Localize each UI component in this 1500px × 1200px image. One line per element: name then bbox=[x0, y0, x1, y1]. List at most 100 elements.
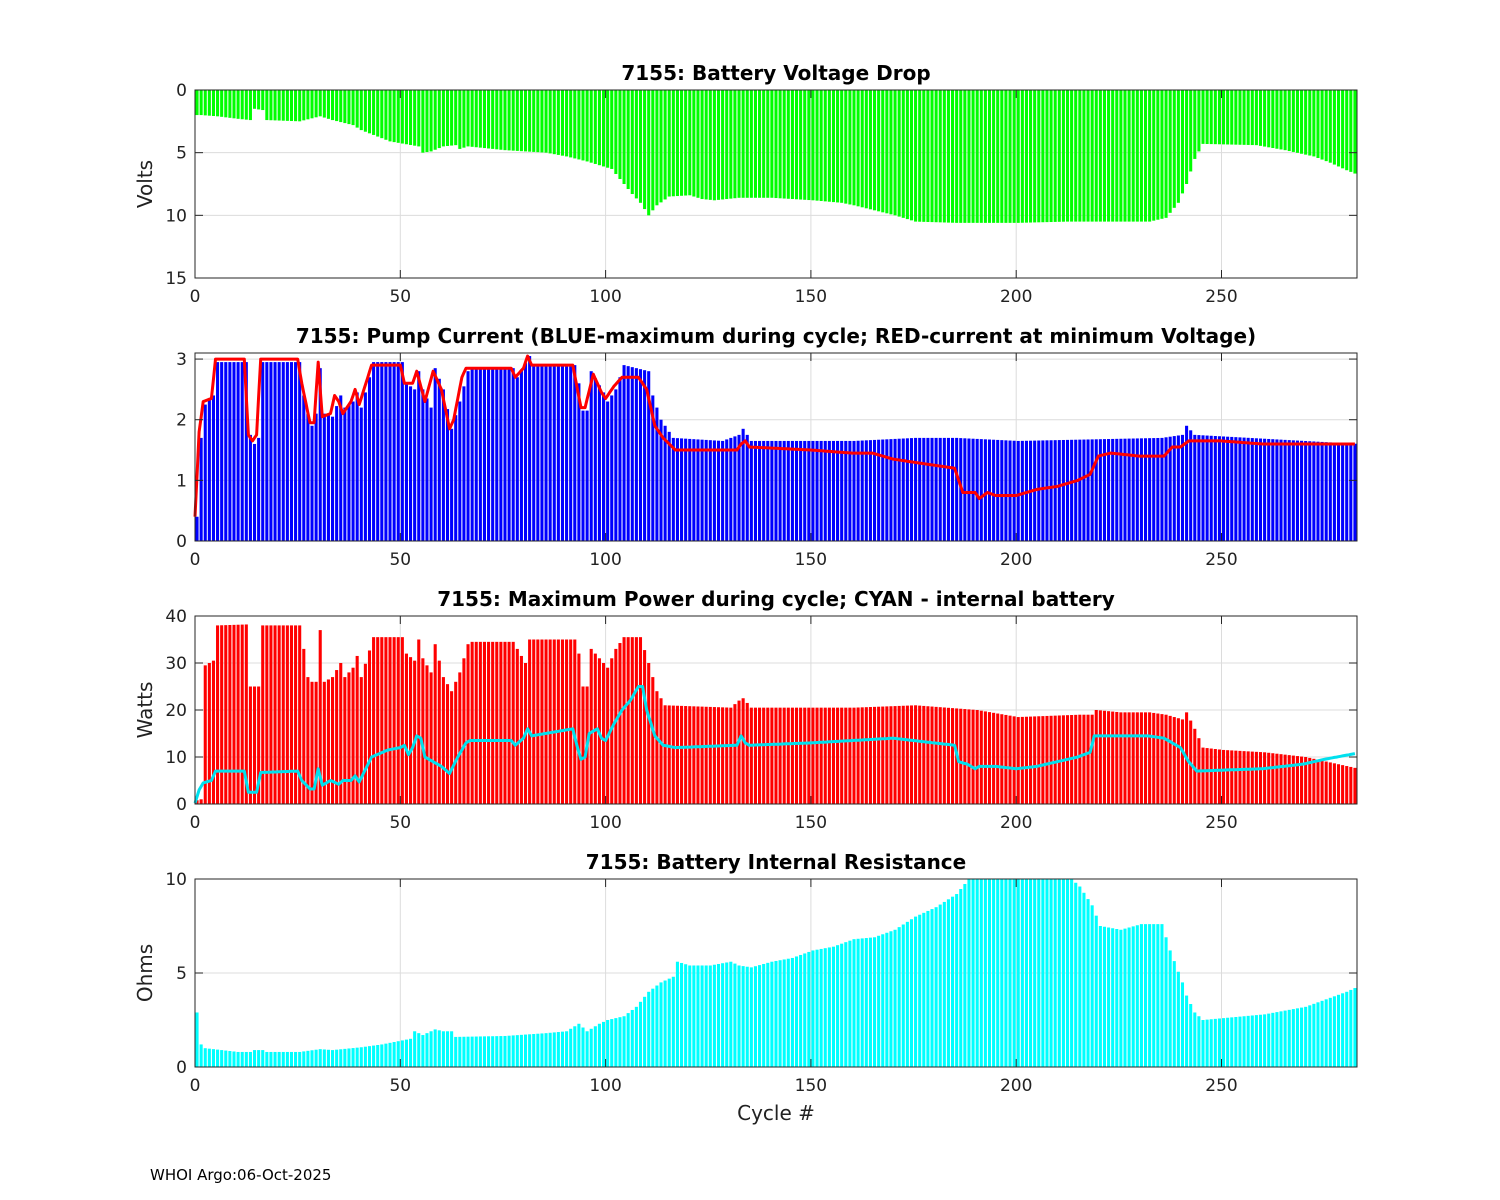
panel-3-title: 7155: Maximum Power during cycle; CYAN -… bbox=[437, 587, 1115, 611]
bar-cycle-258 bbox=[1254, 90, 1258, 146]
bar-cycle-39 bbox=[355, 90, 359, 128]
bar-cycle-99 bbox=[601, 90, 606, 167]
bar-cycle-46 bbox=[384, 1043, 388, 1067]
bar-cycle-126 bbox=[712, 90, 716, 201]
bar-cycle-246 bbox=[1205, 1019, 1209, 1067]
bar-cycle-59 bbox=[437, 1030, 441, 1067]
bar-cycle-247 bbox=[1209, 435, 1213, 541]
bar-cycle-212 bbox=[1065, 439, 1070, 541]
bar-cycle-190 bbox=[975, 438, 979, 541]
bar-cycle-236 bbox=[1164, 937, 1168, 1067]
bar-cycle-206 bbox=[1041, 440, 1045, 541]
bar-cycle-162 bbox=[860, 440, 864, 541]
bar-cycle-1 bbox=[199, 799, 203, 804]
bar-cycle-181 bbox=[938, 90, 942, 223]
bar-cycle-270 bbox=[1304, 90, 1308, 155]
bar-cycle-156 bbox=[836, 707, 840, 804]
bar-cycle-15 bbox=[257, 686, 261, 804]
bar-cycle-236 bbox=[1164, 90, 1168, 218]
bar-cycle-20 bbox=[277, 625, 281, 804]
bar-cycle-8 bbox=[228, 90, 232, 118]
bar-cycle-245 bbox=[1201, 435, 1205, 541]
bar-cycle-229 bbox=[1135, 925, 1139, 1067]
bar-cycle-167 bbox=[881, 706, 885, 804]
bar-cycle-264 bbox=[1279, 439, 1283, 541]
bar-cycle-251 bbox=[1226, 1017, 1230, 1067]
bar-cycle-110 bbox=[647, 371, 651, 541]
bar-cycle-197 bbox=[1004, 440, 1008, 541]
bar-cycle-248 bbox=[1213, 749, 1217, 804]
bar-cycle-122 bbox=[696, 90, 700, 198]
bar-cycle-190 bbox=[975, 879, 979, 1067]
bar-cycle-16 bbox=[261, 90, 265, 111]
x-tick-label: 50 bbox=[389, 550, 411, 570]
bar-cycle-116 bbox=[671, 976, 675, 1067]
bar-cycle-104 bbox=[622, 637, 626, 804]
bar-cycle-175 bbox=[914, 916, 918, 1067]
bar-cycle-264 bbox=[1279, 754, 1283, 804]
bar-cycle-74 bbox=[499, 368, 503, 541]
bar-cycle-246 bbox=[1205, 435, 1209, 541]
bar-cycle-108 bbox=[638, 90, 643, 203]
bar-cycle-173 bbox=[905, 438, 909, 541]
bar-cycle-158 bbox=[844, 440, 848, 541]
bar-cycle-275 bbox=[1324, 442, 1328, 541]
bar-cycle-137 bbox=[758, 965, 762, 1067]
bar-cycle-80 bbox=[523, 90, 528, 152]
bar-cycle-108 bbox=[638, 637, 643, 804]
bar-cycle-184 bbox=[951, 437, 955, 541]
bar-cycle-85 bbox=[544, 365, 548, 541]
bar-cycle-70 bbox=[482, 1036, 486, 1067]
bar-cycle-208 bbox=[1049, 715, 1053, 804]
bar-cycle-29 bbox=[314, 413, 318, 541]
bar-cycle-256 bbox=[1246, 751, 1250, 804]
bar-cycle-276 bbox=[1328, 997, 1332, 1067]
bar-cycle-63 bbox=[454, 90, 458, 146]
bar-cycle-63 bbox=[454, 1036, 458, 1067]
bar-cycle-182 bbox=[942, 707, 946, 804]
bar-cycle-73 bbox=[495, 90, 499, 150]
bar-cycle-265 bbox=[1283, 90, 1287, 151]
bar-cycle-37 bbox=[347, 404, 351, 541]
bar-cycle-163 bbox=[864, 90, 868, 209]
bar-cycle-237 bbox=[1168, 950, 1172, 1067]
bar-cycle-163 bbox=[864, 938, 868, 1067]
bar-cycle-21 bbox=[281, 625, 285, 804]
bar-cycle-98 bbox=[597, 1023, 601, 1067]
bar-cycle-232 bbox=[1148, 438, 1152, 541]
bar-cycle-172 bbox=[901, 90, 905, 218]
bar-cycle-84 bbox=[540, 1033, 544, 1067]
bar-cycle-158 bbox=[844, 707, 848, 804]
bar-cycle-239 bbox=[1176, 435, 1180, 541]
bar-cycle-94 bbox=[581, 90, 585, 161]
bar-cycle-135 bbox=[749, 440, 753, 541]
bar-cycle-79 bbox=[519, 655, 523, 804]
bar-cycle-136 bbox=[753, 966, 757, 1067]
bar-cycle-142 bbox=[778, 90, 782, 199]
bar-cycle-213 bbox=[1070, 439, 1074, 541]
bar-cycle-101 bbox=[610, 1019, 614, 1067]
bar-cycle-95 bbox=[585, 1031, 589, 1067]
x-tick-label: 100 bbox=[589, 813, 621, 833]
bar-cycle-43 bbox=[372, 637, 376, 804]
bar-cycle-26 bbox=[302, 395, 306, 541]
bar-cycle-232 bbox=[1148, 924, 1152, 1067]
bar-cycle-213 bbox=[1070, 879, 1074, 1067]
bar-cycle-146 bbox=[794, 707, 799, 804]
bar-cycle-28 bbox=[310, 1050, 314, 1067]
bar-cycle-23 bbox=[289, 362, 294, 541]
bar-cycle-51 bbox=[404, 653, 408, 804]
bar-cycle-101 bbox=[610, 395, 614, 541]
bar-cycle-18 bbox=[269, 362, 273, 541]
bar-cycle-48 bbox=[392, 90, 396, 143]
bar-cycle-259 bbox=[1258, 752, 1263, 804]
bar-cycle-175 bbox=[914, 90, 918, 222]
bar-cycle-50 bbox=[400, 90, 404, 144]
bar-cycle-280 bbox=[1345, 90, 1349, 171]
bar-cycle-61 bbox=[445, 409, 450, 541]
bar-cycle-233 bbox=[1152, 712, 1156, 804]
bar-cycle-1 bbox=[199, 437, 203, 541]
bar-cycle-51 bbox=[404, 383, 408, 541]
bar-cycle-233 bbox=[1152, 438, 1156, 541]
